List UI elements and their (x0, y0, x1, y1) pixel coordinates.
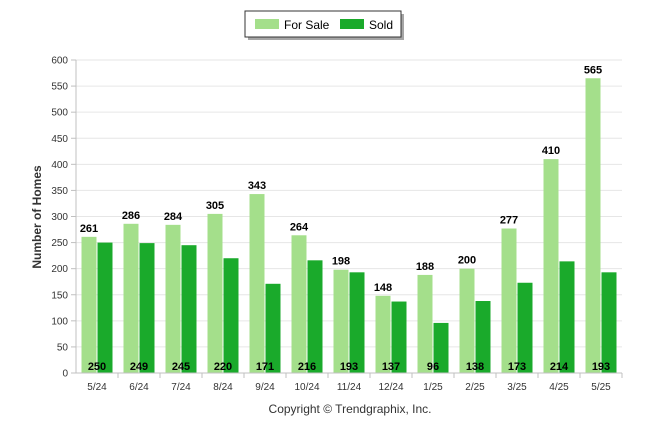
sold-value-label: 137 (382, 361, 400, 373)
sold-value-label: 214 (550, 361, 569, 373)
bars (81, 78, 617, 373)
for-sale-value-label: 286 (122, 210, 140, 222)
copyright-credit: Copyright © Trendgraphix, Inc. (269, 402, 432, 416)
sold-value-label: 216 (298, 361, 316, 373)
bar-for-sale (417, 274, 433, 373)
for-sale-value-label: 410 (542, 145, 560, 157)
x-tick-label: 3/25 (507, 382, 527, 393)
bar-sold (97, 242, 113, 373)
bar-sold (307, 260, 323, 373)
bar-sold (223, 258, 239, 373)
bar-sold (139, 243, 155, 373)
for-sale-value-label: 261 (80, 223, 98, 235)
sold-value-label: 193 (592, 361, 610, 373)
bar-sold (517, 282, 533, 373)
x-tick-label: 7/24 (171, 382, 191, 393)
y-tick-label: 400 (51, 160, 68, 171)
y-tick-label: 600 (51, 56, 68, 67)
sold-value-label: 96 (427, 361, 439, 373)
sold-value-label: 249 (130, 361, 148, 373)
x-tick-label: 5/25 (591, 382, 611, 393)
y-tick-label: 450 (51, 134, 68, 145)
x-tick-label: 10/24 (294, 382, 319, 393)
for-sale-value-label: 148 (374, 282, 392, 294)
bar-sold (181, 245, 197, 373)
x-tick-label: 11/24 (337, 382, 362, 393)
x-tick-label: 2/25 (465, 382, 485, 393)
y-tick-label: 150 (51, 290, 68, 301)
bar-for-sale (165, 224, 181, 373)
bar-for-sale (501, 228, 517, 373)
x-tick-label: 4/25 (549, 382, 569, 393)
y-tick-label: 550 (51, 82, 68, 93)
for-sale-value-label: 198 (332, 256, 350, 268)
sold-value-label: 193 (340, 361, 358, 373)
x-tick-label: 8/24 (213, 382, 233, 393)
y-tick-label: 300 (51, 212, 68, 223)
x-tick-label: 6/24 (129, 382, 149, 393)
sold-value-label: 250 (88, 361, 106, 373)
legend-label-sold: Sold (369, 18, 393, 32)
x-tick-label: 1/25 (423, 382, 443, 393)
bar-for-sale (123, 223, 139, 373)
y-tick-label: 250 (51, 238, 68, 249)
bar-for-sale (543, 159, 559, 373)
bar-sold (559, 261, 575, 373)
x-axis: 5/24 6/24 7/24 8/24 9/24 10/24 11/24 12/24 1/25 2… (76, 372, 623, 393)
y-tick-label: 0 (62, 369, 68, 380)
y-tick-label: 350 (51, 186, 68, 197)
bar-for-sale (207, 213, 223, 373)
x-tick-label: 9/24 (255, 382, 275, 393)
for-sale-value-label: 188 (416, 261, 434, 273)
bar-for-sale (333, 269, 349, 373)
legend-swatch-for-sale (255, 19, 279, 29)
legend-swatch-sold (340, 19, 364, 29)
x-tick-label: 12/24 (378, 382, 403, 393)
for-sale-value-label: 565 (584, 64, 602, 76)
y-tick-label: 50 (57, 342, 69, 353)
for-sale-value-label: 343 (248, 180, 266, 192)
data-labels: 261 250 286 249 284 245 305 220 343 171 264 216 198 1… (80, 64, 610, 373)
y-tick-label: 100 (51, 316, 68, 327)
bar-for-sale (291, 235, 307, 373)
sold-value-label: 138 (466, 361, 484, 373)
bar-for-sale (459, 268, 475, 373)
bar-for-sale (375, 295, 391, 373)
y-axis: 0 50 100 150 200 250 300 350 400 450 500 550 600 (51, 56, 77, 380)
bar-sold (475, 301, 491, 373)
y-axis-title: Number of Homes (30, 165, 44, 269)
for-sale-value-label: 284 (164, 211, 183, 223)
x-tick-label: 5/24 (87, 382, 107, 393)
grid-lines (76, 59, 622, 374)
bar-sold (265, 283, 281, 373)
for-sale-value-label: 264 (290, 221, 309, 233)
y-tick-label: 200 (51, 264, 68, 275)
sold-value-label: 245 (172, 361, 190, 373)
sold-value-label: 173 (508, 361, 526, 373)
for-sale-value-label: 200 (458, 255, 476, 267)
legend-label-for-sale: For Sale (284, 18, 330, 32)
bar-for-sale (585, 78, 601, 373)
y-tick-label: 500 (51, 108, 68, 119)
sold-value-label: 220 (214, 361, 232, 373)
bar-sold (349, 272, 365, 373)
legend: For Sale Sold (244, 10, 404, 40)
bar-for-sale (81, 236, 97, 373)
for-sale-value-label: 277 (500, 214, 518, 226)
for-sale-value-label: 305 (206, 200, 224, 212)
sold-value-label: 171 (256, 361, 274, 373)
bar-sold (433, 322, 449, 373)
bar-sold (601, 272, 617, 373)
bar-sold (391, 301, 407, 373)
bar-for-sale (249, 194, 265, 373)
